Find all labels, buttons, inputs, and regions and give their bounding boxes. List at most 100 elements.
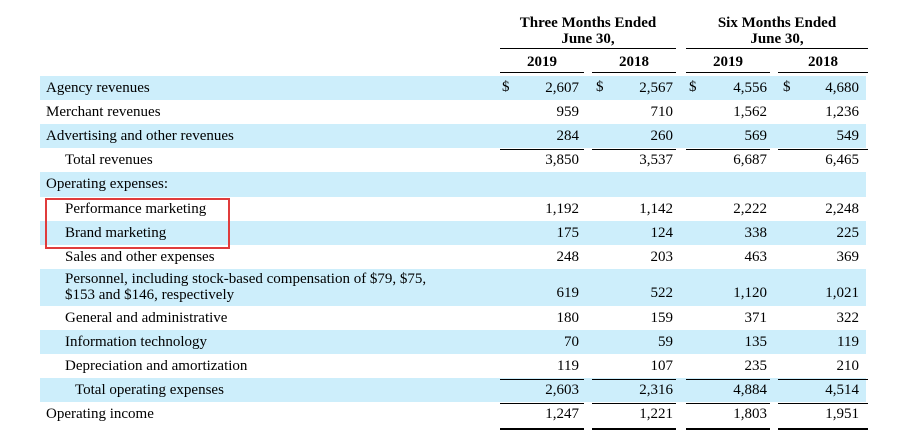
total-rule — [778, 428, 868, 430]
value-cell: 124 — [650, 225, 674, 241]
value-cell: 3,537 — [639, 152, 673, 168]
value-cell: 119 — [557, 358, 579, 374]
currency-symbol: $ — [783, 79, 791, 95]
value-cell: 1,021 — [825, 285, 859, 301]
value-cell: 1,236 — [825, 104, 859, 120]
value-cell: 6,465 — [825, 152, 859, 168]
value-cell: 175 — [556, 225, 580, 241]
value-cell: 4,884 — [733, 382, 767, 398]
row-label: Total revenues — [65, 152, 153, 168]
value-cell: 549 — [836, 128, 860, 144]
row-label: Sales and other expenses — [65, 249, 215, 265]
value-cell: 1,562 — [733, 104, 767, 120]
table-row-advertising-revenues: Advertising and other revenues 284 260 569 5… — [40, 124, 866, 148]
value-cell: 235 — [744, 358, 768, 374]
year-col-2: 2018 — [619, 54, 649, 70]
value-cell: 4,514 — [825, 382, 859, 398]
currency-symbol: $ — [689, 79, 697, 95]
highlight-box — [45, 198, 230, 249]
total-rule — [592, 149, 676, 150]
year-rule-2 — [592, 72, 676, 73]
total-rule — [778, 149, 868, 150]
value-cell: 2,248 — [825, 201, 859, 217]
currency-symbol: $ — [596, 79, 604, 95]
value-cell: 2,222 — [733, 201, 767, 217]
value-cell: 2,607 — [545, 80, 579, 96]
value-cell: 6,687 — [733, 152, 767, 168]
row-label: Operating income — [46, 406, 154, 422]
value-cell: 1,803 — [733, 406, 767, 422]
header-three-months: Three Months Ended June 30, — [500, 15, 676, 47]
header-six-months-date: June 30, — [750, 31, 804, 47]
value-cell: 522 — [650, 285, 674, 301]
value-cell: 2,316 — [639, 382, 673, 398]
header-six-months-rule — [686, 48, 868, 49]
total-rule — [500, 403, 584, 404]
value-cell: 1,142 — [639, 201, 673, 217]
table-row-total-operating-expenses: Total operating expenses 2,603 2,316 4,884 4… — [40, 378, 866, 402]
row-label: Performance marketing — [65, 201, 207, 217]
value-cell: 225 — [836, 225, 860, 241]
header-three-months-rule — [500, 48, 676, 49]
value-cell: 1,120 — [733, 285, 767, 301]
value-cell: 1,192 — [545, 201, 579, 217]
row-label: Advertising and other revenues — [46, 128, 234, 144]
total-rule — [686, 379, 770, 380]
table-row-operating-expenses-heading: Operating expenses: — [40, 172, 866, 197]
total-rule — [592, 428, 676, 430]
value-cell: 248 — [556, 249, 580, 265]
value-cell: 159 — [650, 310, 674, 326]
total-rule — [686, 428, 770, 430]
total-rule — [686, 149, 770, 150]
year-col-4: 2018 — [808, 54, 838, 70]
value-cell: 322 — [836, 310, 860, 326]
row-label: Brand marketing — [65, 225, 167, 241]
header-six-months-title: Six Months Ended — [717, 15, 837, 31]
table-row-merchant-revenues: Merchant revenues 959 710 1,562 1,236 — [40, 100, 866, 124]
table-row-operating-income: Operating income 1,247 1,221 1,803 1,951 — [40, 402, 866, 426]
value-cell: 4,680 — [825, 80, 859, 96]
row-label: Agency revenues — [46, 80, 150, 96]
value-cell: 70 — [564, 334, 579, 350]
value-cell: 959 — [556, 104, 580, 120]
value-cell: 369 — [836, 249, 860, 265]
table-row-brand-marketing: Brand marketing 175 124 338 225 — [40, 221, 866, 245]
value-cell: 180 — [556, 310, 580, 326]
header-three-months-date: June 30, — [561, 31, 615, 47]
value-cell: 3,850 — [545, 152, 579, 168]
table-row-information-technology: Information technology 70 59 135 119 — [40, 330, 866, 354]
value-cell: 338 — [744, 225, 768, 241]
row-label: Depreciation and amortization — [65, 358, 248, 374]
total-rule — [592, 379, 676, 380]
total-rule — [592, 403, 676, 404]
value-cell: 619 — [556, 285, 580, 301]
value-cell: 1,247 — [545, 406, 579, 422]
value-cell: 569 — [744, 128, 768, 144]
total-rule — [500, 379, 584, 380]
header-six-months: Six Months Ended June 30, — [686, 15, 868, 47]
table-row-general-administrative: General and administrative 180 159 371 322 — [40, 306, 866, 330]
value-cell: 59 — [658, 334, 673, 350]
table-row-personnel: Personnel, including stock-based compens… — [40, 269, 866, 306]
value-cell: 203 — [650, 249, 674, 265]
row-label: Personnel, including stock-based compens… — [65, 271, 427, 287]
table-row-total-revenues: Total revenues 3,850 3,537 6,687 6,465 — [40, 148, 866, 172]
row-label: Total operating expenses — [75, 382, 224, 398]
year-rule-1 — [500, 72, 584, 73]
total-rule — [500, 149, 584, 150]
value-cell: 4,556 — [733, 80, 767, 96]
value-cell: 2,567 — [639, 80, 673, 96]
value-cell: 1,221 — [639, 406, 673, 422]
value-cell: 135 — [744, 334, 768, 350]
table-row-agency-revenues: Agency revenues 2,607 2,567 4,556 4,680 $ $ $ $ — [40, 76, 866, 100]
value-cell: 1,951 — [825, 406, 859, 422]
row-label: Information technology — [65, 334, 208, 350]
value-cell: 284 — [556, 128, 580, 144]
value-cell: 2,603 — [545, 382, 579, 398]
year-col-1: 2019 — [527, 54, 557, 70]
value-cell: 463 — [744, 249, 768, 265]
total-rule — [778, 379, 868, 380]
currency-symbol: $ — [502, 79, 510, 95]
table-row-depreciation-amortization: Depreciation and amortization 119 107 235 21… — [40, 354, 866, 378]
year-rule-3 — [686, 72, 770, 73]
